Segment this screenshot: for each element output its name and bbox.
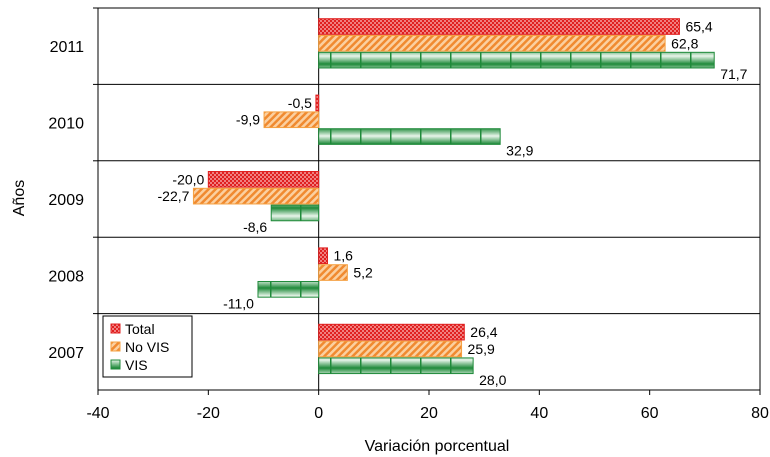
- data-labels-layer: 65,462,8 71,7 -0,5 -9,9 32,9 -20,0-22,7 -8,6 1,…: [158, 19, 748, 388]
- bar-no-vis-2009: [192, 187, 320, 205]
- data-label: 26,4: [470, 324, 497, 340]
- x-axis-title: Variación porcentual: [365, 438, 510, 455]
- data-label: 1,6: [333, 248, 353, 264]
- bar-no-vis-2008: [318, 264, 348, 281]
- x-tick-label: -20: [197, 405, 220, 422]
- legend-swatch: [110, 323, 121, 334]
- legend-swatch: [110, 359, 121, 370]
- data-label: 32,9: [506, 143, 533, 159]
- data-label: -11,0: [223, 295, 254, 311]
- data-label: -8,6: [243, 219, 267, 235]
- bar-vis-2007: [318, 357, 474, 375]
- bar-vis-2010: [318, 128, 501, 145]
- y-tick-label: 2007: [48, 345, 84, 362]
- bar-no-vis-2007: [318, 340, 463, 358]
- bars-layer: [192, 18, 715, 375]
- x-tick-label: 20: [420, 405, 438, 422]
- bar-vis-2011: [318, 51, 715, 69]
- y-axis-title: Años: [11, 180, 28, 216]
- legend-swatch: [110, 341, 121, 352]
- data-label: -0,5: [288, 95, 312, 111]
- data-label: -20,0: [172, 171, 204, 187]
- axes-layer: 2011 2010 2009 2008 2007 -40 -20 0 20 40 60 80: [48, 7, 769, 422]
- y-tick-label: 2008: [48, 268, 84, 285]
- data-label: 62,8: [671, 35, 698, 51]
- bar-no-vis-2011: [318, 35, 666, 52]
- x-tick-label: 40: [530, 405, 548, 422]
- bar-total-2008: [318, 247, 328, 265]
- data-label: 25,9: [468, 341, 495, 357]
- x-tick-label: -40: [86, 405, 109, 422]
- bar-total-2009: [207, 170, 320, 188]
- bar-vis-2009: [270, 204, 320, 222]
- bar-total-2007: [318, 323, 465, 341]
- data-label: 28,0: [479, 372, 506, 388]
- legend-label: No VIS: [125, 339, 169, 355]
- x-tick-label: 0: [314, 405, 323, 422]
- bar-vis-2008: [257, 281, 320, 298]
- data-label: 5,2: [353, 265, 373, 281]
- data-label: 65,4: [685, 19, 712, 35]
- x-tick-label: 80: [751, 405, 769, 422]
- x-tick-label: 60: [641, 405, 659, 422]
- legend: Total No VIS VIS: [102, 315, 193, 378]
- bar-no-vis-2010: [263, 111, 320, 129]
- y-tick-label: 2011: [50, 39, 85, 56]
- y-tick-label: 2010: [48, 116, 84, 133]
- data-label: -9,9: [236, 112, 260, 128]
- bar-total-2011: [318, 18, 680, 35]
- y-tick-label: 2009: [48, 192, 84, 209]
- data-label: -22,7: [158, 188, 190, 204]
- legend-label: Total: [125, 321, 155, 337]
- data-label: 71,7: [720, 66, 747, 82]
- bar-total-2010: [315, 94, 320, 112]
- legend-label: VIS: [125, 357, 148, 373]
